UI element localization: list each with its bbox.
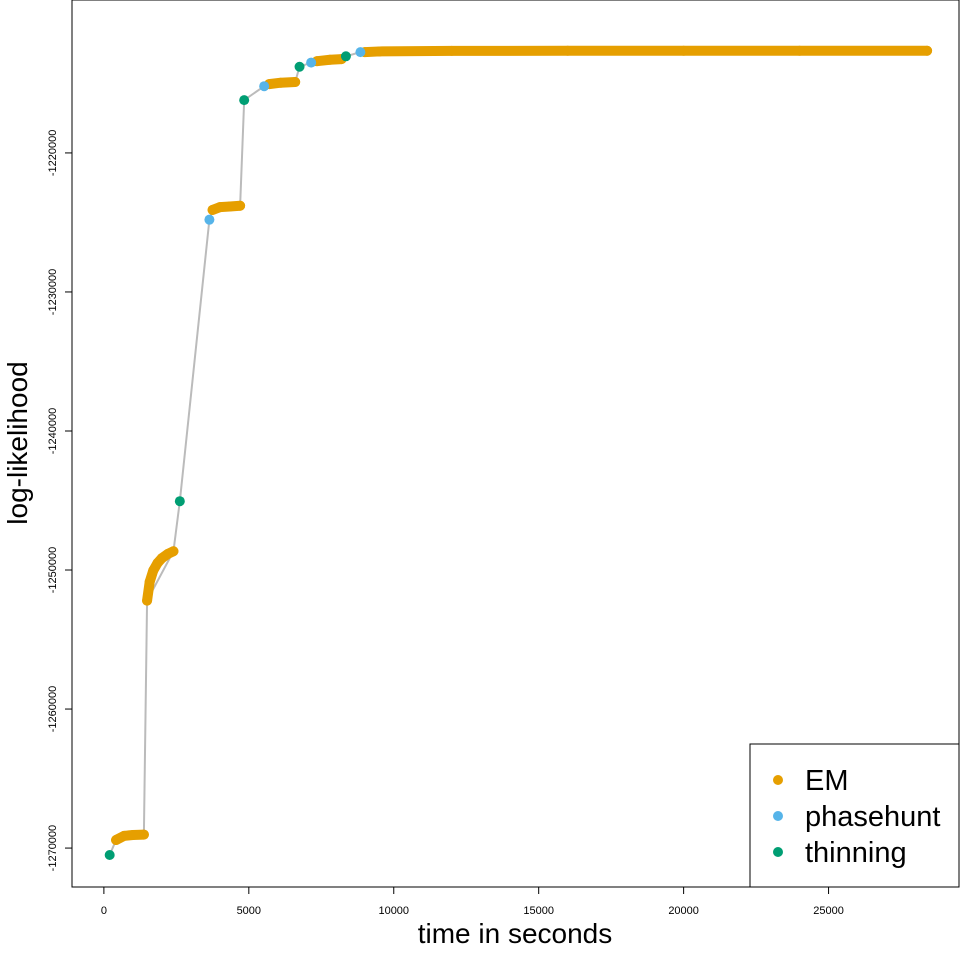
y-axis-title: log-likelihood [2, 361, 33, 524]
data-point [144, 576, 155, 587]
series-em [111, 45, 933, 846]
path-line [108, 49, 928, 856]
data-point [168, 546, 179, 557]
data-point [678, 45, 689, 56]
data-point [239, 95, 250, 106]
connecting-path [108, 49, 928, 856]
data-point [340, 51, 351, 62]
data-point [446, 45, 457, 56]
y-tick-label: -1220000 [47, 130, 59, 177]
series-thinning [104, 51, 351, 861]
x-tick-label: 5000 [237, 905, 261, 917]
x-axis: 0 5000 10000 15000 20000 25000 [101, 886, 844, 917]
y-tick-label: -1250000 [47, 547, 59, 594]
legend: EM phasehunt thinning [749, 743, 960, 888]
legend-marker-em [773, 775, 783, 785]
x-tick-label: 0 [101, 905, 107, 917]
data-point [204, 214, 215, 225]
data-point [562, 45, 573, 56]
data-point [111, 835, 122, 846]
data-point [374, 46, 385, 57]
data-points [104, 45, 933, 861]
data-point [922, 45, 933, 56]
y-tick-label: -1270000 [47, 825, 59, 872]
legend-marker-phasehunt [773, 811, 783, 821]
legend-label-thinning: thinning [805, 837, 907, 869]
series-phasehunt [204, 47, 366, 225]
data-point [119, 830, 130, 841]
data-point [235, 200, 246, 211]
legend-label-phasehunt: phasehunt [805, 801, 940, 833]
y-axis: -1270000 -1260000 -1250000 -1240000 -1230000… [47, 130, 73, 872]
legend-label-em: EM [805, 765, 849, 797]
x-tick-label: 20000 [668, 905, 699, 917]
data-point [148, 565, 159, 576]
data-point [142, 595, 153, 606]
x-tick-label: 15000 [523, 905, 554, 917]
data-point [174, 496, 185, 507]
data-point [138, 829, 149, 840]
data-point [104, 850, 115, 861]
x-tick-label: 25000 [813, 905, 844, 917]
data-point [275, 77, 286, 88]
data-point [127, 830, 138, 841]
legend-marker-thinning [773, 847, 783, 857]
x-tick-label: 10000 [378, 905, 409, 917]
data-point [214, 202, 225, 213]
y-tick-label: -1240000 [47, 408, 59, 455]
data-point [259, 81, 270, 92]
data-point [294, 61, 305, 72]
y-tick-label: -1230000 [47, 269, 59, 316]
y-tick-label: -1260000 [47, 686, 59, 733]
data-point [224, 201, 235, 212]
x-axis-title: time in seconds [418, 918, 613, 949]
data-point [324, 54, 335, 65]
legend-box [749, 743, 960, 888]
data-point [794, 45, 805, 56]
data-point [355, 47, 366, 58]
data-point [306, 57, 317, 68]
data-point [290, 77, 301, 88]
